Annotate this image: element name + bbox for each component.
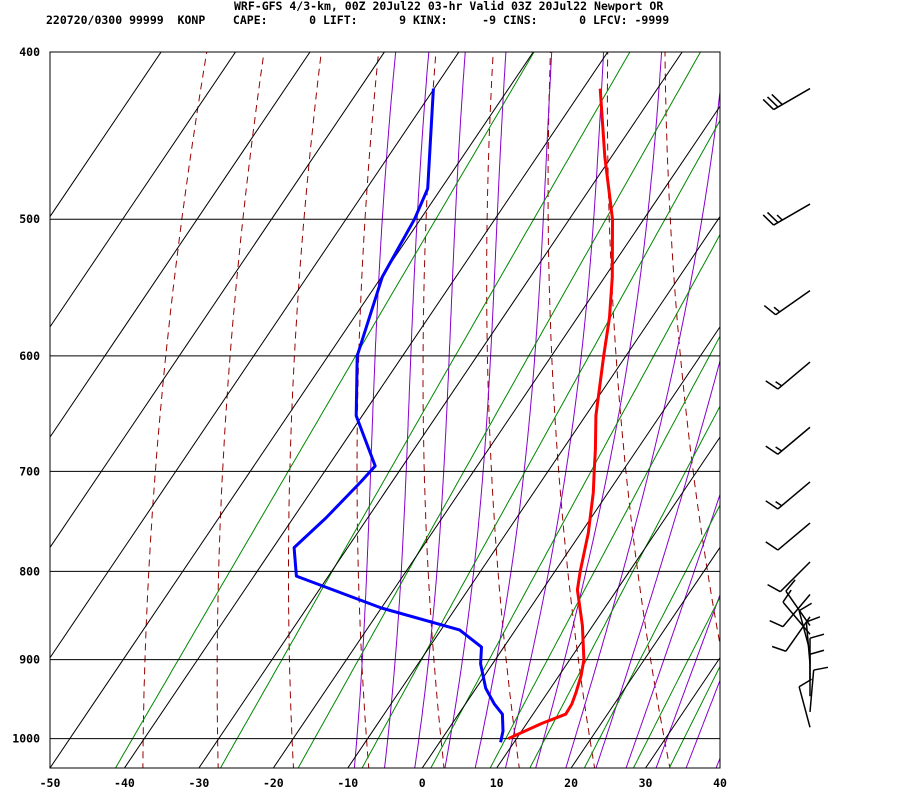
- wind-barb: [782, 589, 811, 635]
- chart-title: WRF-GFS 4/3-km, 00Z 20Jul22 03-hr Valid …: [234, 0, 664, 13]
- mixing-ratio-line: [529, 405, 720, 768]
- moist-adiabat-line: [655, 593, 720, 768]
- isotherm-line: [50, 52, 386, 549]
- wind-barbs: [762, 87, 829, 728]
- wind-barb: [765, 361, 811, 390]
- moist-adiabat-line: [625, 492, 720, 768]
- wind-barb: [771, 616, 811, 652]
- mixing-ratio-line: [489, 335, 720, 768]
- temperature-tick-label: 40: [713, 776, 727, 790]
- isotherm-line: [644, 656, 720, 768]
- pressure-tick-label: 600: [19, 349, 40, 363]
- temperature-tick-label: -50: [40, 776, 61, 790]
- pressure-tick-label: 400: [19, 45, 40, 59]
- dry-adiabat-line: [547, 52, 596, 768]
- dry-adiabat-line: [721, 14, 824, 783]
- pressure-tick-label: 900: [19, 653, 40, 667]
- wind-barb: [767, 561, 811, 593]
- plot-frame: [49, 51, 721, 769]
- moist-adiabat-line: [715, 756, 720, 768]
- temperature-tick-label: 0: [419, 776, 426, 790]
- wind-barb: [809, 649, 825, 697]
- mixing-ratio-line: [361, 119, 720, 768]
- wind-barb: [809, 633, 825, 681]
- dry-adiabat-line: [606, 52, 671, 768]
- wind-barb: [762, 87, 811, 111]
- isotherms: [50, 52, 720, 768]
- pressure-tick-label: 700: [19, 464, 40, 478]
- dry-adiabat-line: [664, 52, 720, 648]
- temperature-tick-label: 10: [490, 776, 504, 790]
- mixing-ratio-lines: [114, 52, 720, 768]
- pressure-tick-label: 800: [19, 564, 40, 578]
- mixing-ratio-line: [430, 233, 720, 768]
- isotherm-line: [496, 436, 720, 768]
- moist-adiabat-line: [535, 52, 663, 768]
- moist-adiabat-line: [685, 679, 720, 768]
- dry-adiabat-line: [142, 52, 208, 768]
- dry-adiabat-line: [486, 52, 520, 768]
- temperature-tick-label: -20: [263, 776, 284, 790]
- temperature-tick-label: -40: [114, 776, 135, 790]
- isotherm-line: [50, 52, 460, 659]
- profiles: [292, 88, 614, 743]
- wind-barb: [765, 426, 811, 455]
- dry-adiabat-line: [834, 14, 900, 783]
- mixing-ratio-line: [668, 665, 720, 768]
- isotherm-line: [719, 767, 720, 768]
- temperature-profile: [507, 88, 614, 740]
- pressure-tick-label: 500: [19, 212, 40, 226]
- moist-adiabat-line: [474, 52, 553, 768]
- mixing-ratio-line: [219, 52, 631, 768]
- moist-adiabat-line: [353, 52, 397, 768]
- moist-adiabat-line: [565, 87, 720, 768]
- isotherm-line: [50, 52, 534, 768]
- dry-adiabat-line: [288, 52, 322, 768]
- dry-adiabats: [142, 14, 900, 783]
- temperature-tick-label: -30: [188, 776, 209, 790]
- isotherm-line: [570, 546, 720, 768]
- wind-barb: [765, 522, 811, 551]
- temperature-tick-label: 20: [564, 776, 578, 790]
- dry-adiabat-line: [778, 14, 900, 783]
- moist-adiabats: [353, 52, 720, 768]
- isotherm-line: [421, 325, 720, 768]
- isotherm-line: [50, 52, 162, 218]
- dry-adiabat-line: [216, 52, 265, 768]
- pressure-tick-label: 1000: [12, 732, 40, 746]
- isobars: [50, 52, 720, 740]
- wind-barb: [798, 678, 813, 728]
- mixing-ratio-line: [583, 504, 720, 768]
- isotherm-line: [272, 105, 720, 768]
- wind-barb: [809, 666, 829, 712]
- isotherm-line: [50, 52, 311, 439]
- isotherm-line: [50, 52, 237, 328]
- temperature-tick-label: 30: [639, 776, 653, 790]
- wind-barb: [769, 593, 811, 628]
- dewpoint-profile: [292, 88, 505, 743]
- temperature-tick-labels: -50 -40 -30 -20 -10 0 10 20 30 40: [40, 776, 727, 790]
- wind-barb: [762, 203, 811, 226]
- moist-adiabat-line: [504, 52, 605, 768]
- dry-adiabat-line: [891, 14, 900, 783]
- moist-adiabat-line: [414, 52, 466, 768]
- wind-barb: [765, 481, 811, 510]
- station-indices: 220720/0300 99999 KONP CAPE: 0 LIFT: 9 K…: [46, 13, 670, 27]
- mixing-ratio-line: [632, 596, 720, 768]
- moist-adiabat-line: [444, 52, 507, 768]
- mixing-ratio-line: [114, 52, 535, 768]
- wind-barb: [785, 579, 811, 627]
- temperature-tick-label: -10: [337, 776, 358, 790]
- isotherm-line: [198, 52, 683, 768]
- pressure-tick-labels: 400 500 600 700 800 900 1000: [12, 45, 40, 746]
- isotherm-line: [123, 52, 609, 768]
- dry-adiabat-line: [356, 52, 380, 768]
- wind-barb: [763, 290, 811, 316]
- dry-adiabat-line: [422, 52, 445, 768]
